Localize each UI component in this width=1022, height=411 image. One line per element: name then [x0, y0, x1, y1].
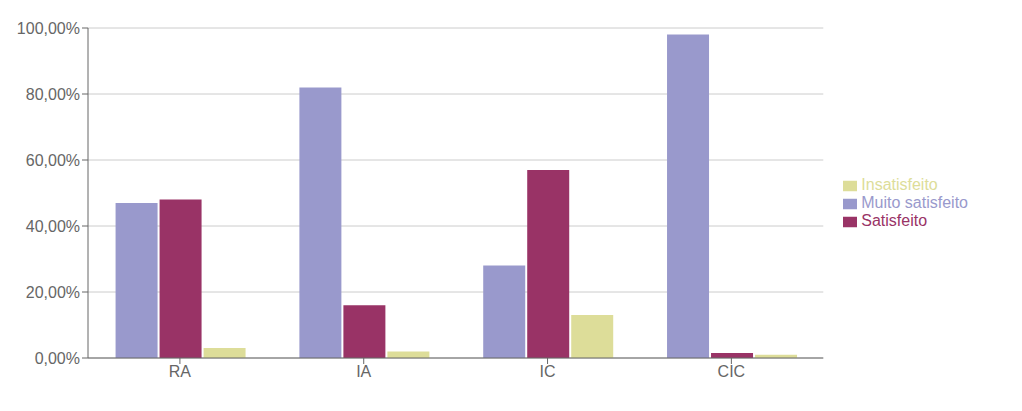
- svg-text:RA: RA: [169, 363, 192, 380]
- svg-text:40,00%: 40,00%: [26, 218, 80, 235]
- svg-text:IC: IC: [540, 363, 556, 380]
- svg-text:IA: IA: [356, 363, 371, 380]
- html-text:Muito satisfeito: Muito satisfeito: [861, 194, 968, 211]
- html-text:Satisfeito: Satisfeito: [861, 212, 928, 229]
- svg-text:100,00%: 100,00%: [17, 20, 80, 37]
- svg-text:20,00%: 20,00%: [26, 284, 80, 301]
- html-text:Insatisfeito: Insatisfeito: [861, 176, 938, 193]
- svg-text:60,00%: 60,00%: [26, 152, 80, 169]
- svg-text:80,00%: 80,00%: [26, 86, 80, 103]
- svg-text:CIC: CIC: [718, 363, 746, 380]
- svg-text:0,00%: 0,00%: [35, 350, 80, 367]
